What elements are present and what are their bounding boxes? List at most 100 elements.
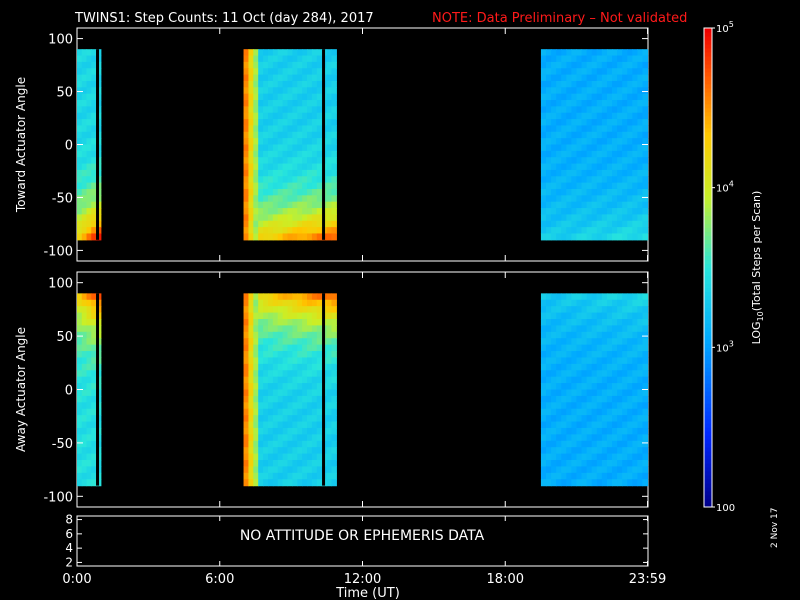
away-cell	[253, 325, 259, 333]
ephemeris-ytick-label: 2	[65, 555, 73, 569]
toward-cell	[632, 49, 638, 57]
toward-cell	[307, 131, 313, 139]
toward-cell	[627, 157, 633, 165]
away-cell	[81, 312, 88, 320]
toward-cell	[311, 214, 318, 222]
away-cell	[566, 376, 572, 384]
away-cell	[282, 453, 289, 461]
toward-cell	[642, 93, 649, 101]
toward-cell	[267, 68, 274, 76]
away-cell	[586, 293, 593, 301]
toward-cell	[581, 55, 588, 63]
toward-cell	[253, 188, 259, 196]
toward-cell	[248, 112, 254, 120]
away-cell	[627, 363, 633, 371]
toward-cell	[586, 233, 593, 241]
away-cell	[566, 319, 572, 327]
away-cell	[277, 331, 284, 339]
toward-cell	[282, 208, 289, 215]
toward-cell	[277, 214, 284, 222]
away-cell	[297, 421, 303, 429]
away-cell	[77, 376, 83, 384]
toward-cell	[627, 68, 633, 76]
toward-cell	[617, 188, 623, 196]
colorbar-segment	[704, 123, 712, 129]
away-cell	[81, 389, 88, 397]
toward-cell	[606, 227, 613, 235]
toward-cell	[581, 176, 588, 184]
away-cell	[546, 325, 552, 333]
toward-cell	[591, 138, 598, 146]
away-cell	[556, 325, 562, 333]
toward-cell	[272, 106, 279, 114]
colorbar-segment	[704, 75, 712, 81]
toward-cell	[326, 106, 333, 114]
toward-cell	[86, 176, 92, 184]
away-cell	[617, 402, 623, 410]
toward-cell	[86, 131, 92, 139]
away-cell	[91, 389, 97, 397]
toward-cell	[566, 214, 572, 222]
away-cell	[243, 370, 250, 378]
away-cell	[316, 434, 323, 442]
away-cell	[591, 415, 598, 423]
toward-cell	[551, 201, 557, 209]
toward-cell	[272, 195, 279, 203]
away-cell	[596, 453, 603, 461]
colorbar-segment	[704, 279, 712, 284]
toward-cell	[556, 176, 562, 184]
toward-cell	[571, 131, 578, 139]
toward-cell	[331, 182, 337, 190]
toward-cell	[272, 74, 279, 82]
away-cell	[576, 325, 583, 333]
toward-cell	[302, 150, 308, 158]
toward-cell	[581, 188, 588, 196]
toward-cell	[586, 100, 593, 107]
toward-cell	[253, 195, 259, 203]
away-cell	[571, 351, 578, 359]
away-cell	[302, 389, 308, 397]
toward-cell	[311, 100, 318, 107]
away-cell	[571, 293, 578, 301]
away-cell	[287, 440, 293, 448]
away-cell	[612, 460, 618, 468]
away-cell	[272, 312, 279, 320]
toward-cell	[91, 87, 97, 95]
away-cell	[556, 421, 562, 429]
away-cell	[253, 299, 259, 307]
away-cell	[277, 408, 284, 416]
away-cell	[326, 427, 333, 435]
away-cell	[282, 312, 289, 320]
away-cell	[571, 357, 578, 365]
away-cell	[642, 389, 649, 397]
toward-cell	[258, 80, 264, 88]
away-cell	[297, 344, 303, 352]
away-cell	[576, 299, 583, 307]
away-cell	[546, 383, 552, 391]
away-cell	[267, 453, 274, 461]
colorbar-segment	[704, 143, 712, 149]
toward-cell	[606, 195, 613, 203]
toward-cell	[77, 93, 83, 101]
toward-cell	[316, 157, 323, 165]
toward-cell	[546, 169, 552, 177]
away-cell	[617, 466, 623, 474]
away-cell	[556, 466, 562, 474]
toward-cell	[248, 144, 254, 152]
toward-cell	[617, 100, 623, 107]
toward-cell	[91, 68, 97, 76]
away-cell	[566, 395, 572, 403]
x-axis-label: Time (UT)	[335, 586, 400, 600]
toward-cell	[627, 195, 633, 203]
toward-cell	[267, 61, 274, 69]
away-cell	[81, 402, 88, 410]
away-cell	[586, 460, 593, 468]
toward-cell	[263, 150, 269, 158]
away-cell	[258, 402, 264, 410]
away-cell	[601, 363, 608, 371]
away-cell	[297, 402, 303, 410]
away-cell	[282, 466, 289, 474]
toward-cell	[627, 112, 633, 120]
toward-cell	[561, 150, 567, 158]
toward-cell	[540, 80, 547, 88]
